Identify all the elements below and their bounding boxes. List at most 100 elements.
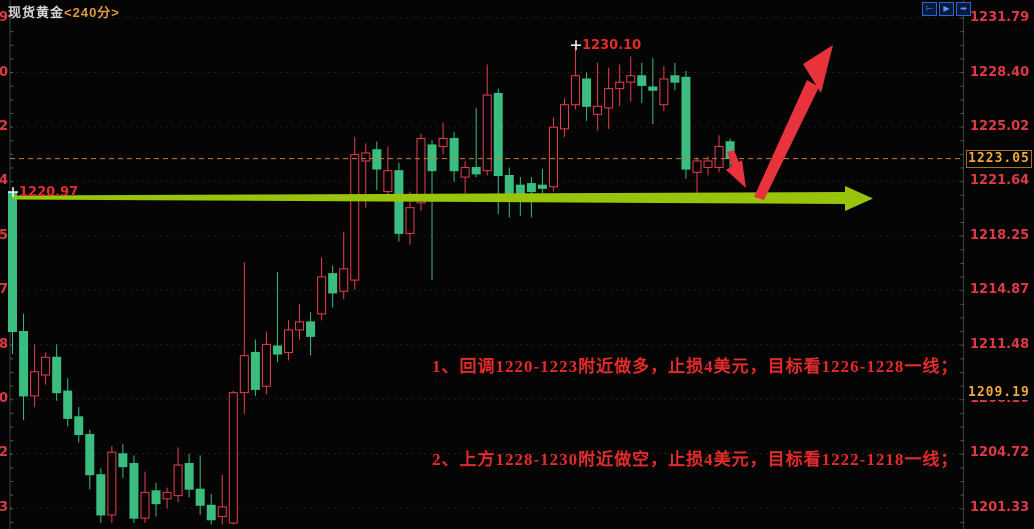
- candle-body: [52, 356, 62, 394]
- candle-body: [63, 390, 73, 419]
- candle-body: [173, 464, 183, 497]
- candle-body: [96, 474, 106, 516]
- candle-body: [593, 105, 603, 115]
- pullback-arrow-head: [726, 160, 746, 188]
- candle-body: [681, 76, 691, 170]
- candle-body: [626, 75, 636, 83]
- candle-body: [118, 453, 128, 468]
- y-axis-label-clipped: 1218.25: [0, 227, 8, 243]
- candle-body: [107, 451, 117, 516]
- candle-body: [560, 104, 569, 130]
- candle-body: [537, 184, 547, 189]
- y-axis-label-clipped: 1201.33: [0, 500, 8, 515]
- candle-body: [30, 371, 40, 397]
- candle-body: [184, 462, 194, 490]
- candle-body: [482, 94, 492, 172]
- candle-body: [504, 174, 514, 196]
- candle-body: [438, 137, 448, 148]
- chart-title: 现货黄金<240分>: [8, 2, 120, 21]
- candle-body: [239, 355, 249, 394]
- candle-body: [129, 462, 139, 519]
- trade-plan-note-1: 1、回调1220-1223附近做多，止损4美元，目标看1226-1228一线；: [432, 357, 959, 376]
- candle-body: [571, 75, 581, 106]
- resistance-price-marker: 1230.10: [582, 38, 642, 54]
- candle-body: [449, 137, 459, 172]
- candle-body: [714, 146, 724, 168]
- crosshair-tool-icon[interactable]: ⊢: [922, 2, 937, 16]
- candle-body: [460, 166, 470, 178]
- y-axis-label-clipped: 1221.64: [0, 173, 8, 189]
- current-price-tag: 1223.05: [966, 149, 1032, 168]
- y-axis-label: 1218.25: [970, 227, 1030, 243]
- candle-body: [394, 170, 404, 234]
- candle-body: [493, 92, 503, 176]
- symbol-name: 现货黄金: [8, 5, 65, 20]
- candle-body: [317, 276, 327, 315]
- candle-body: [659, 78, 669, 106]
- candle-body: [703, 160, 713, 168]
- candle-body: [328, 273, 338, 294]
- candle-body: [416, 137, 426, 204]
- y-axis-label: 1225.02: [970, 118, 1030, 134]
- candle-body: [140, 491, 150, 519]
- y-axis-label: 1231.79: [970, 10, 1030, 25]
- support-trend-arrow: [13, 186, 873, 211]
- y-axis-label: 1204.72: [970, 445, 1030, 461]
- candle-body: [405, 207, 415, 234]
- candle-body: [19, 331, 29, 397]
- candle-body: [162, 491, 172, 500]
- y-axis-label: 1211.48: [970, 336, 1030, 352]
- candle-body: [526, 183, 536, 193]
- candle-body: [692, 160, 702, 173]
- y-axis-label: 1228.40: [970, 64, 1030, 80]
- candle-body: [361, 152, 371, 162]
- candle-body: [471, 166, 481, 175]
- candle-body: [604, 88, 614, 109]
- candle-body: [295, 321, 305, 331]
- y-axis-label-clipped: 1208.10: [0, 391, 8, 407]
- candle-body: [74, 416, 84, 435]
- y-axis-label-clipped: 1214.87: [0, 282, 8, 298]
- y-axis-label: 1214.87: [970, 282, 1030, 298]
- candle-body: [85, 433, 95, 476]
- candle-body: [272, 345, 282, 355]
- candle-body: [284, 329, 293, 353]
- y-axis-label-clipped: 1228.40: [0, 64, 8, 80]
- candle-body: [228, 392, 238, 524]
- buy-signal-arrow-shaft: [754, 80, 819, 200]
- y-axis-label-clipped: 1231.79: [0, 10, 8, 25]
- y-axis-label-clipped: 1204.72: [0, 445, 8, 461]
- candle-body: [339, 268, 349, 292]
- y-axis-label: 1201.33: [970, 500, 1030, 515]
- candle-body: [548, 126, 558, 188]
- candle-body: [306, 321, 316, 337]
- candle-body: [615, 81, 625, 90]
- y-axis-label-clipped: 1211.48: [0, 336, 8, 352]
- candle-body: [206, 504, 216, 521]
- candle-body: [250, 351, 260, 390]
- candle-body: [637, 75, 647, 86]
- candle-body: [383, 170, 393, 193]
- candle-body: [670, 75, 680, 83]
- candle-body: [261, 343, 271, 387]
- support-price-marker: 1220.97: [19, 185, 79, 201]
- buy-signal-arrow-head: [803, 45, 833, 93]
- secondary-price-tag: 1209.19: [968, 384, 1030, 400]
- candle-body: [217, 506, 227, 518]
- y-axis-label: 1221.64: [970, 173, 1030, 189]
- candle-body: [372, 149, 382, 170]
- chart-toolbar: ⊢ ▶ ➡: [922, 2, 971, 16]
- candle-body: [151, 490, 161, 505]
- exit-tool-icon[interactable]: ➡: [956, 2, 971, 16]
- timeframe-label: <240分>: [64, 5, 120, 20]
- candle-body: [648, 86, 658, 91]
- y-axis-label-clipped: 1225.02: [0, 118, 8, 134]
- candle-body: [350, 154, 360, 281]
- candle-body: [582, 78, 592, 107]
- candle-body: [41, 356, 51, 376]
- draw-tool-icon[interactable]: ▶: [939, 2, 954, 16]
- trade-plan-note-2: 2、上方1228-1230附近做空，止损4美元，目标看1222-1218一线；: [432, 450, 959, 469]
- candle-body: [427, 144, 437, 172]
